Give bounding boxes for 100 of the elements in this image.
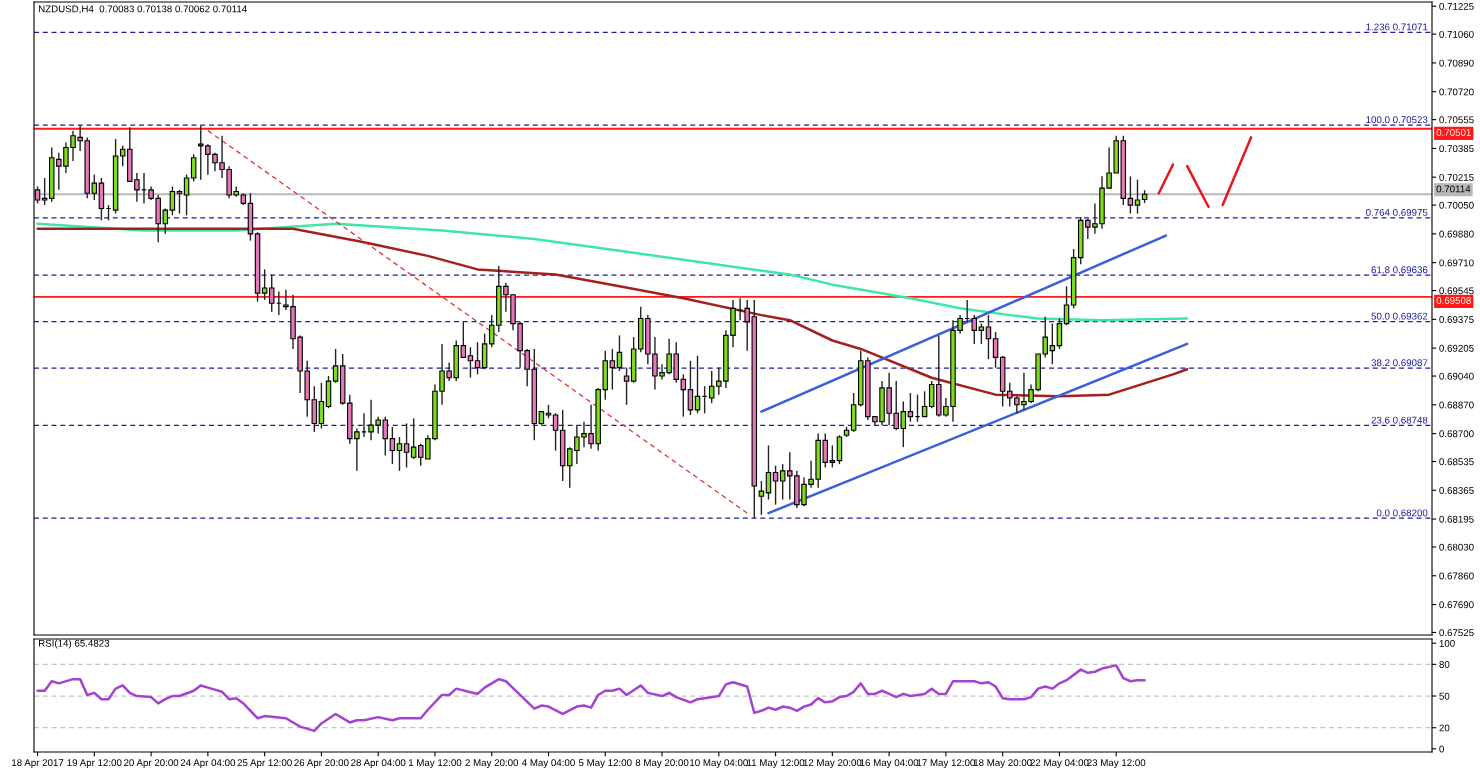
y-tick-label: 0.69205 <box>1439 344 1474 352</box>
y-tick-label: 0.68195 <box>1439 515 1474 523</box>
candlestick <box>687 360 694 416</box>
candlestick <box>268 273 275 313</box>
candlestick <box>396 436 403 472</box>
y-tick-label: 0.70890 <box>1439 59 1474 67</box>
y-tick-label: 0.70050 <box>1439 201 1474 209</box>
candlestick <box>907 392 914 423</box>
ref-line-label: 0.764 0.69975 <box>1366 208 1428 216</box>
ref-line-label: 0.0 0.68200 <box>1376 509 1428 517</box>
y-tick-label: 100 <box>1439 639 1455 647</box>
y-tick-label: 0.70385 <box>1439 145 1474 153</box>
x-tick-label: 2 May 20:00 <box>465 759 519 769</box>
y-tick-label: 0 <box>1439 745 1444 753</box>
ref-line-label: 50.0 0.69362 <box>1371 312 1428 320</box>
candlestick <box>609 348 616 391</box>
y-tick-label: 0.68030 <box>1439 543 1474 551</box>
x-tick-label: 5 May 12:00 <box>578 759 632 769</box>
candlestick <box>190 153 197 183</box>
x-tick-label: 23 May 12:00 <box>1087 759 1146 769</box>
ref-line-label: 0.70114 <box>1436 185 1471 193</box>
ref-line-label: 0.70501 <box>1436 129 1471 136</box>
candlestick <box>41 177 48 206</box>
y-tick-label: 0.69545 <box>1439 287 1474 295</box>
y-tick-label: 0.71225 <box>1439 2 1474 10</box>
y-tick-label: 0.68870 <box>1439 401 1474 409</box>
y-tick-label: 0.69375 <box>1439 316 1474 323</box>
candlestick <box>1056 317 1063 350</box>
line-series <box>36 227 1189 398</box>
candlestick <box>971 314 978 345</box>
chart-title: RSI(14) 65.4823 <box>38 639 110 649</box>
candlestick <box>318 382 325 430</box>
x-tick-label: 18 Apr 2017 <box>12 759 64 769</box>
candlestick <box>1127 175 1134 215</box>
ref-line-label: 61.8 0.69636 <box>1371 266 1428 274</box>
x-tick-label: 18 May 20:00 <box>973 759 1032 769</box>
y-tick-label: 0.68700 <box>1439 430 1474 438</box>
y-tick-label: 0.68365 <box>1439 487 1474 494</box>
x-tick-label: 17 May 12:00 <box>917 759 975 769</box>
chart-title: NZDUSD,H4 0.70083 0.70138 0.70062 0.70114 <box>38 5 247 14</box>
candlestick <box>552 412 559 452</box>
x-tick-label: 1 May 12:00 <box>408 759 462 769</box>
candlestick <box>921 390 928 418</box>
candlestick <box>623 366 630 406</box>
x-tick-label: 10 May 04:00 <box>690 759 748 769</box>
x-tick-label: 20 Apr 20:00 <box>124 759 179 769</box>
candlestick <box>1063 285 1070 326</box>
candlestick <box>985 314 992 360</box>
ref-line-label: 100.0 0.70523 <box>1366 116 1428 124</box>
x-tick-label: 4 May 04:00 <box>521 759 575 769</box>
y-tick-label: 20 <box>1439 724 1450 732</box>
candlestick <box>829 444 836 469</box>
x-tick-label: 25 Apr 12:00 <box>237 759 292 769</box>
y-tick-label: 80 <box>1439 661 1450 668</box>
candlestick <box>332 348 339 384</box>
x-tick-label: 28 Apr 04:00 <box>351 759 406 769</box>
candlestick <box>176 189 183 215</box>
candlestick <box>772 465 779 506</box>
x-tick-label: 11 May 12:00 <box>747 759 805 769</box>
candlestick <box>481 333 488 370</box>
line-series <box>36 664 1146 733</box>
candlestick <box>183 173 190 216</box>
x-tick-label: 26 Apr 20:00 <box>294 759 349 769</box>
candlestick <box>403 422 410 469</box>
x-tick-label: 22 May 04:00 <box>1030 759 1089 769</box>
ref-line-label: 1.236 0.71071 <box>1366 23 1428 31</box>
candlestick <box>836 434 843 465</box>
line-series <box>36 222 1189 322</box>
candlestick <box>694 355 701 414</box>
x-tick-label: 24 Apr 04:00 <box>180 759 236 769</box>
candlestick <box>169 185 176 216</box>
y-tick-label: 50 <box>1439 692 1450 700</box>
candlestick <box>765 444 772 501</box>
candlestick <box>261 268 268 301</box>
candlestick <box>467 346 474 379</box>
y-tick-label: 0.68535 <box>1439 458 1474 466</box>
ref-line-label: 0.69508 <box>1436 297 1471 304</box>
y-tick-label: 0.70720 <box>1439 88 1474 96</box>
y-tick-label: 0.67860 <box>1439 572 1474 580</box>
candlestick <box>474 341 481 376</box>
candlestick <box>992 331 999 369</box>
y-tick-label: 0.69040 <box>1439 372 1474 380</box>
candlestick <box>758 480 765 516</box>
y-tick-label: 0.69710 <box>1439 259 1474 267</box>
y-tick-label: 0.69880 <box>1439 230 1474 238</box>
x-tick-label: 12 May 20:00 <box>803 759 862 769</box>
candlestick <box>1134 179 1141 215</box>
candlestick <box>616 334 623 372</box>
ref-line-label: 23.6 0.68748 <box>1371 416 1428 424</box>
y-tick-label: 0.67690 <box>1439 601 1474 609</box>
y-tick-label: 0.70215 <box>1439 173 1474 181</box>
x-tick-label: 16 May 04:00 <box>860 759 919 769</box>
x-tick-label: 8 May 20:00 <box>635 759 689 769</box>
ref-line-label: 38.2 0.69087 <box>1371 359 1428 367</box>
x-tick-label: 19 Apr 12:00 <box>67 759 122 769</box>
candlestick <box>978 322 985 345</box>
y-tick-label: 0.71060 <box>1439 30 1474 38</box>
y-tick-label: 0.70555 <box>1439 116 1474 124</box>
candlestick <box>389 426 396 465</box>
y-tick-label: 0.67525 <box>1439 629 1474 637</box>
